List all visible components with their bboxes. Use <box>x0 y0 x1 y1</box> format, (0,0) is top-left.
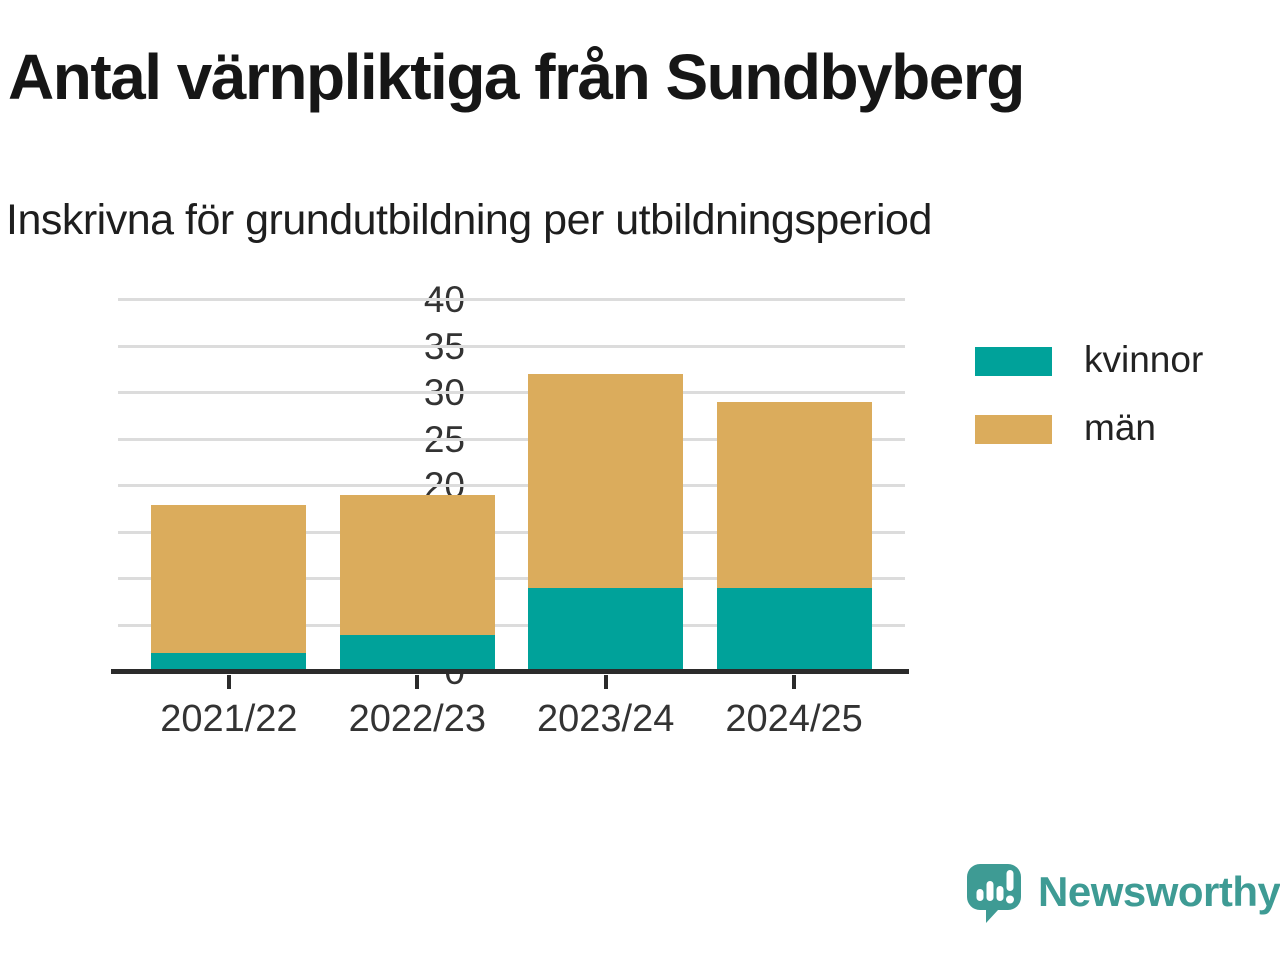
gridline-15 <box>118 530 905 534</box>
bar-2024/25 <box>716 402 872 672</box>
x-axis-label-2021/22: 2021/22 <box>160 698 298 740</box>
bars-container <box>118 300 905 672</box>
x-tick-2023/24 <box>603 675 608 689</box>
chart-title: Antal värnpliktiga från Sundbyberg <box>8 41 1025 113</box>
gridline-5 <box>118 623 905 627</box>
gridline-20 <box>118 484 905 487</box>
bar-segment-kvinnor-2024/25 <box>716 588 872 672</box>
x-tick-2021/22 <box>226 675 231 689</box>
bar-segment-män-2021/22 <box>151 504 307 654</box>
bar-segment-kvinnor-2023/24 <box>528 588 684 672</box>
gridline-30 <box>118 391 905 394</box>
gridline-35 <box>118 344 905 348</box>
legend-label-kvinnor: kvinnor <box>1084 339 1204 380</box>
gridline-40 <box>118 298 905 301</box>
legend-label-man: män <box>1084 407 1156 448</box>
legend-item-kvinnor: kvinnor <box>975 341 1203 382</box>
newsworthy-logo-icon <box>967 864 1021 923</box>
legend-swatch-kvinnor <box>975 347 1052 376</box>
x-axis-label-2024/25: 2024/25 <box>725 698 863 740</box>
chart-subtitle: Inskrivna för grundutbildning per utbild… <box>6 196 932 244</box>
bar-segment-kvinnor-2021/22 <box>151 653 307 672</box>
bar-segment-män-2022/23 <box>339 495 495 635</box>
bar-2021/22 <box>151 504 307 672</box>
gridline-25 <box>118 437 905 441</box>
x-tick-2024/25 <box>792 675 797 689</box>
bar-segment-män-2023/24 <box>528 374 684 589</box>
x-axis-label-2022/23: 2022/23 <box>348 698 486 740</box>
legend-swatch-man <box>975 415 1052 444</box>
x-tick-2022/23 <box>415 675 420 689</box>
brand-footer: Newsworthy <box>962 860 1280 924</box>
bar-2023/24 <box>528 374 684 672</box>
bar-2022/23 <box>339 495 495 672</box>
brand-name: Newsworthy <box>1038 868 1280 915</box>
plot-area <box>111 298 909 674</box>
legend-item-man: män <box>975 409 1203 450</box>
gridline-10 <box>118 577 905 580</box>
x-axis-line <box>111 669 909 674</box>
bar-segment-kvinnor-2022/23 <box>339 634 495 672</box>
bar-segment-män-2024/25 <box>716 402 872 589</box>
legend: kvinnor män <box>975 341 1203 477</box>
x-axis-label-2023/24: 2023/24 <box>537 698 675 740</box>
